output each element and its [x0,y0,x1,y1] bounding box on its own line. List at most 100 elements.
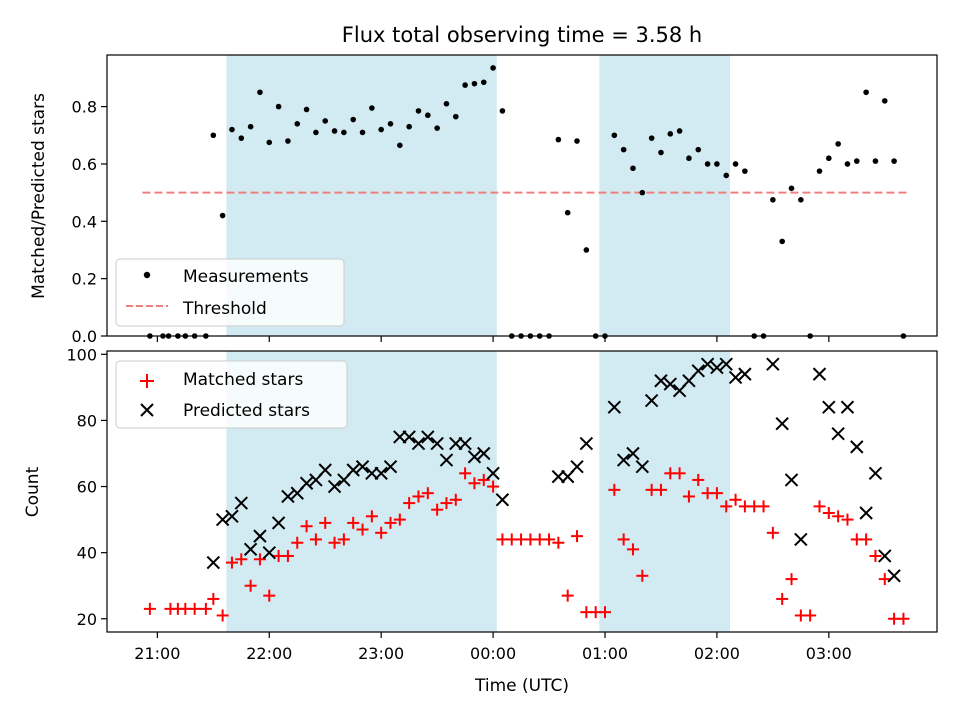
measurement-point-28 [397,142,403,149]
measurement-point-63 [723,172,730,179]
x-tick-label-6: 02:00 [694,644,740,663]
bottom-y-tick-label-5: 100 [66,345,97,364]
shaded-interval-2 [599,351,730,632]
x-tick-label-5: 01:00 [582,644,628,663]
matched-point-6 [199,602,212,615]
measurement-point-19 [313,129,319,136]
matched-point-24 [365,510,378,523]
measurement-point-21 [331,128,338,134]
matched-point-19 [319,516,332,529]
measurement-point-77 [853,158,860,164]
predicted-point-30 [477,446,491,461]
predicted-point-7 [262,545,276,560]
matched-point-1 [143,602,156,615]
measurement-point-13 [257,89,263,96]
measurement-point-11 [238,135,245,141]
predicted-point-5 [243,542,258,557]
matched-point-46 [571,530,584,543]
matched-point-13 [263,589,276,602]
legend-measurements-marker [143,271,151,279]
predicted-point-28 [458,436,472,451]
measurement-point-39 [499,108,506,114]
measurement-points [147,65,907,339]
top-panel-frame [106,54,938,337]
measurement-point-76 [844,161,851,167]
matched-point-72 [813,500,826,513]
measurement-point-48 [583,247,590,253]
measurement-point-34 [452,113,459,120]
predicted-point-17 [355,459,370,474]
predicted-point-40 [635,459,650,474]
measurement-point-15 [275,103,282,110]
predicted-point-53 [775,417,789,431]
measurement-point-30 [415,108,422,114]
predicted-point-25 [430,436,444,451]
predicted-point-31 [486,466,500,481]
predicted-point-55 [794,532,808,547]
measurement-point-46 [564,209,571,216]
measurement-point-56 [658,149,664,156]
measurement-point-51 [611,132,618,139]
predicted-point-32 [495,493,510,507]
predicted-point-60 [850,440,864,454]
top-panel: 0.00.20.40.60.8 Matched/Predicted stars … [29,54,938,346]
predicted-point-24 [421,430,435,444]
matched-point-78 [869,549,882,562]
measurement-point-26 [378,126,384,133]
measurement-point-27 [387,121,394,127]
measurement-point-54 [639,189,646,196]
predicted-point-4 [234,496,248,510]
bottom-panel: 20 40 60 80 100 21:00 22:00 23:00 00:00 01:00 02:0… [23,345,938,696]
matched-point-63 [729,493,742,506]
predicted-point-41 [644,393,659,408]
bottom-y-tick-label-4: 80 [77,411,97,430]
bottom-y-axis-label: Count [23,466,43,517]
measurement-point-65 [742,168,748,174]
bottom-y-tick-label-2: 40 [77,544,97,563]
predicted-point-62 [868,466,883,481]
measurement-point-53 [630,165,636,172]
measurement-point-37 [480,79,487,86]
matched-point-31 [431,503,444,516]
top-y-tick-label-2: 0.2 [72,270,97,289]
predicted-point-43 [663,377,677,391]
top-axis-ticks: 0.0 0.2 0.4 0.6 0.8 [72,98,830,346]
measurement-point-60 [695,146,702,153]
measurement-point-22 [341,129,347,136]
matched-point-34 [459,467,472,480]
predicted-point-3 [225,509,239,524]
predicted-point-61 [859,506,873,520]
measurement-point-45 [555,136,562,143]
predicted-point-13 [318,463,332,477]
measurement-point-31 [425,112,431,119]
measurement-point-80 [881,98,888,104]
matched-point-67 [766,526,779,539]
matched-point-59 [692,473,705,486]
matched-point-51 [617,533,630,546]
measurement-point-61 [704,161,711,167]
matched-point-50 [608,483,621,496]
bottom-panel-frame [106,350,938,633]
predicted-point-57 [822,400,836,414]
top-y-axis-label: Matched/Predicted stars [29,93,49,299]
matched-point-35 [468,477,481,490]
predicted-point-23 [411,436,426,451]
measurement-point-75 [835,141,841,147]
measurement-point-79 [872,158,879,164]
matched-point-15 [281,549,294,562]
predicted-point-8 [271,516,286,530]
predicted-point-52 [766,357,780,371]
bottom-legend: Matched stars Predicted stars [115,360,348,429]
x-tick-label-2: 22:00 [246,644,292,663]
measurement-point-17 [294,121,301,127]
matched-point-11 [244,579,257,592]
matched-point-53 [636,569,649,582]
matched-point-43 [543,533,556,546]
matched-point-58 [682,490,695,503]
measurement-point-55 [648,135,655,141]
predicted-point-50 [728,370,743,385]
x-tick-label-1: 21:00 [134,644,180,663]
predicted-point-39 [626,446,640,461]
predicted-point-11 [299,476,314,490]
predicted-point-1 [206,555,221,570]
